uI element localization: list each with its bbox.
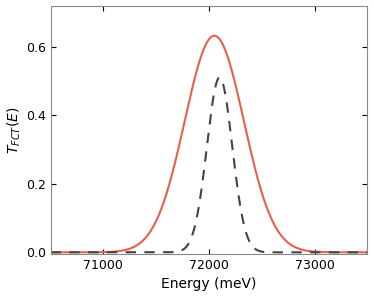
Y-axis label: $T_{FCT}(E)$: $T_{FCT}(E)$ — [6, 106, 23, 154]
X-axis label: Energy (meV): Energy (meV) — [162, 277, 257, 291]
